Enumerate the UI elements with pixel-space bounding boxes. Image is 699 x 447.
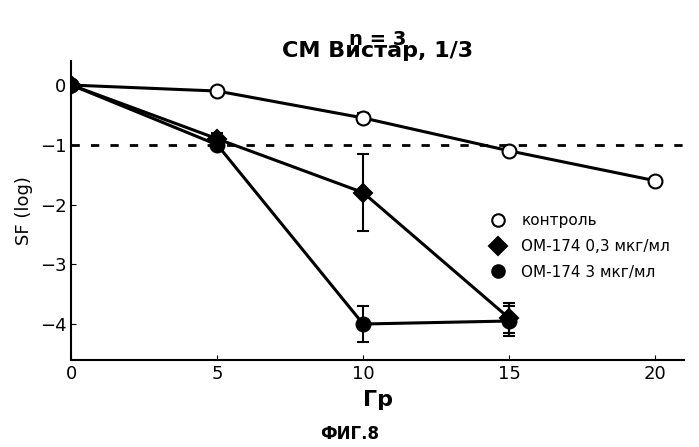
- Y-axis label: SF (log): SF (log): [15, 176, 33, 245]
- Title: СМ Вистар, 1/3: СМ Вистар, 1/3: [282, 41, 473, 61]
- Text: ФИГ.8: ФИГ.8: [320, 425, 379, 443]
- Text: n = 3: n = 3: [349, 30, 406, 49]
- Legend: контроль, ОМ-174 0,3 мкг/мл, ОМ-174 3 мкг/мл: контроль, ОМ-174 0,3 мкг/мл, ОМ-174 3 мк…: [477, 207, 677, 286]
- X-axis label: Гр: Гр: [363, 390, 393, 409]
